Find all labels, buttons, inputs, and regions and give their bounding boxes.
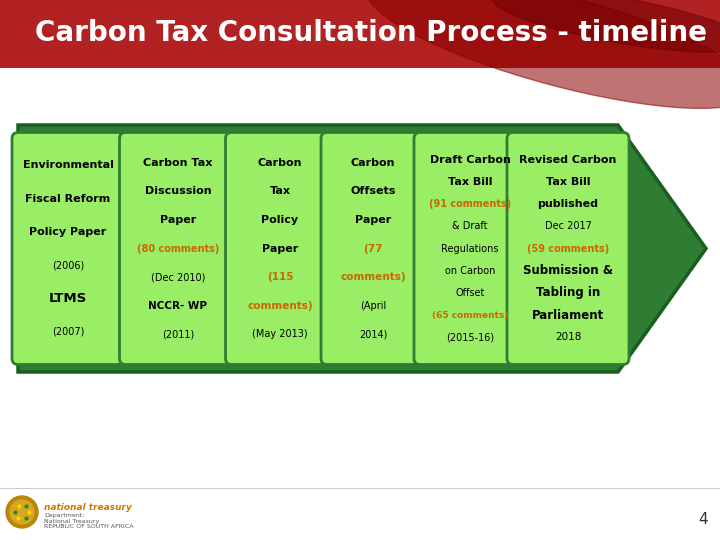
Circle shape bbox=[10, 500, 34, 524]
Text: (May 2013): (May 2013) bbox=[252, 329, 308, 339]
Text: National Treasury: National Treasury bbox=[44, 518, 99, 523]
Text: Draft Carbon: Draft Carbon bbox=[430, 154, 510, 165]
Text: (65 comments): (65 comments) bbox=[432, 310, 508, 320]
Text: NCCR- WP: NCCR- WP bbox=[148, 301, 207, 310]
Text: (April: (April bbox=[360, 301, 386, 310]
Text: Environmental: Environmental bbox=[22, 160, 114, 170]
Text: REPUBLIC OF SOUTH AFRICA: REPUBLIC OF SOUTH AFRICA bbox=[44, 523, 133, 529]
Circle shape bbox=[6, 496, 38, 528]
Text: (80 comments): (80 comments) bbox=[137, 244, 219, 253]
FancyBboxPatch shape bbox=[414, 132, 526, 364]
Text: Tabling in: Tabling in bbox=[536, 286, 600, 300]
Text: Carbon: Carbon bbox=[258, 158, 302, 168]
Text: Carbon Tax Consultation Process - timeline: Carbon Tax Consultation Process - timeli… bbox=[35, 19, 707, 46]
Text: 4: 4 bbox=[698, 512, 708, 528]
Text: Offsets: Offsets bbox=[351, 186, 396, 197]
Ellipse shape bbox=[492, 0, 720, 52]
Text: 2018: 2018 bbox=[555, 333, 581, 342]
Text: (2015-16): (2015-16) bbox=[446, 333, 494, 342]
Text: Tax: Tax bbox=[269, 186, 290, 197]
FancyBboxPatch shape bbox=[507, 132, 629, 364]
Text: Dec 2017: Dec 2017 bbox=[544, 221, 591, 231]
Ellipse shape bbox=[366, 0, 720, 109]
FancyBboxPatch shape bbox=[12, 132, 124, 364]
Text: 2014): 2014) bbox=[359, 329, 387, 339]
Bar bbox=[0, 0, 720, 68]
Text: Policy Paper: Policy Paper bbox=[30, 227, 107, 237]
Text: national treasury: national treasury bbox=[44, 503, 132, 511]
Text: Carbon Tax: Carbon Tax bbox=[143, 158, 212, 168]
Text: comments): comments) bbox=[247, 301, 312, 310]
Text: (77: (77 bbox=[364, 244, 383, 253]
Text: published: published bbox=[538, 199, 598, 209]
Text: Paper: Paper bbox=[355, 215, 391, 225]
Text: Discussion: Discussion bbox=[145, 186, 211, 197]
Text: (115: (115 bbox=[266, 272, 293, 282]
FancyBboxPatch shape bbox=[120, 132, 236, 364]
Text: (Dec 2010): (Dec 2010) bbox=[150, 272, 205, 282]
Text: LTMS: LTMS bbox=[49, 292, 87, 305]
Text: & Draft: & Draft bbox=[452, 221, 487, 231]
FancyBboxPatch shape bbox=[321, 132, 425, 364]
Text: on Carbon: on Carbon bbox=[445, 266, 495, 276]
Text: (2011): (2011) bbox=[162, 329, 194, 339]
Text: Tax Bill: Tax Bill bbox=[448, 177, 492, 187]
Text: Carbon: Carbon bbox=[351, 158, 395, 168]
Text: Tax Bill: Tax Bill bbox=[546, 177, 590, 187]
Text: Revised Carbon: Revised Carbon bbox=[519, 154, 617, 165]
Text: Submission &: Submission & bbox=[523, 264, 613, 277]
Text: Department:: Department: bbox=[44, 514, 84, 518]
Text: Policy: Policy bbox=[261, 215, 299, 225]
Text: (91 comments): (91 comments) bbox=[429, 199, 511, 209]
Text: Paper: Paper bbox=[160, 215, 196, 225]
Text: Paper: Paper bbox=[262, 244, 298, 253]
Text: (2007): (2007) bbox=[52, 327, 84, 337]
Text: (2006): (2006) bbox=[52, 260, 84, 270]
Text: Parliament: Parliament bbox=[532, 309, 604, 322]
Text: comments): comments) bbox=[340, 272, 406, 282]
Polygon shape bbox=[18, 125, 706, 372]
Text: (59 comments): (59 comments) bbox=[527, 244, 609, 253]
Text: Regulations: Regulations bbox=[441, 244, 499, 253]
Text: Offset: Offset bbox=[455, 288, 485, 298]
FancyBboxPatch shape bbox=[225, 132, 335, 364]
Text: Fiscal Reform: Fiscal Reform bbox=[25, 193, 111, 204]
